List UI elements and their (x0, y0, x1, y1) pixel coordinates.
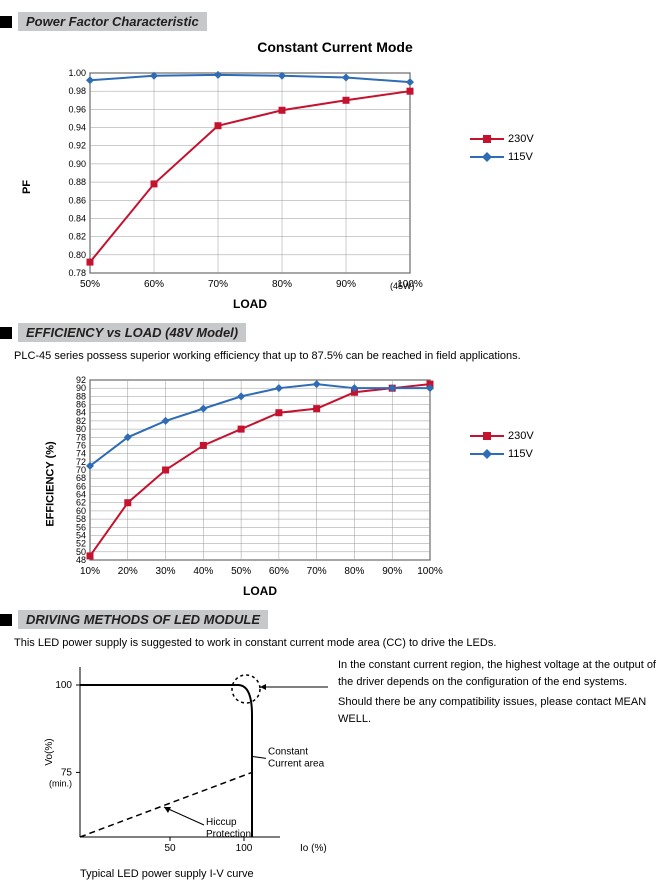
svg-text:0.82: 0.82 (68, 232, 86, 242)
svg-text:0.78: 0.78 (68, 268, 86, 278)
chart2-xlabel: LOAD (90, 584, 430, 598)
svg-text:0.96: 0.96 (68, 104, 86, 114)
chart1-xlabel: LOAD (90, 297, 410, 311)
svg-text:30%: 30% (156, 566, 176, 577)
svg-text:100: 100 (55, 680, 72, 691)
section-marker (0, 614, 12, 626)
svg-text:70%: 70% (208, 279, 228, 290)
svg-text:20%: 20% (118, 566, 138, 577)
chart1-wrap: PF 1.000.980.960.940.920.900.880.860.840… (50, 63, 450, 311)
chart3-svg: 10075(min.)50100Io (%)Vo(%)ConstantCurre… (40, 657, 330, 857)
section3-text1: In the constant current region, the high… (338, 657, 670, 690)
svg-text:Vo(%): Vo(%) (44, 738, 55, 765)
svg-text:60%: 60% (269, 566, 289, 577)
svg-text:50%: 50% (231, 566, 251, 577)
section2-header: EFFICIENCY vs LOAD (48V Model) (0, 323, 670, 342)
svg-text:70%: 70% (307, 566, 327, 577)
section1-header: Power Factor Characteristic (0, 12, 670, 31)
chart1-legend: 230V115V (470, 133, 534, 169)
chart2-ylabel: EFFICIENCY (%) (45, 441, 57, 526)
svg-text:0.98: 0.98 (68, 86, 86, 96)
chart1-title: Constant Current Mode (0, 39, 670, 55)
svg-text:0.94: 0.94 (68, 123, 86, 133)
iv-caption: Typical LED power supply I-V curve (80, 868, 670, 880)
section2-note: PLC-45 series possess superior working e… (14, 350, 670, 362)
section1-title: Power Factor Characteristic (18, 12, 207, 31)
svg-text:80%: 80% (344, 566, 364, 577)
svg-text:(min.): (min.) (49, 778, 72, 788)
chart2-wrap: EFFICIENCY (%) 9290888684828078767472706… (50, 370, 470, 598)
svg-text:Protection: Protection (206, 829, 251, 840)
section3-text2: Should there be any compatibility issues… (338, 694, 670, 727)
svg-text:0.80: 0.80 (68, 250, 86, 260)
svg-text:0.88: 0.88 (68, 177, 86, 187)
svg-text:1.00: 1.00 (68, 68, 86, 78)
svg-text:0.86: 0.86 (68, 195, 86, 205)
section-marker (0, 327, 12, 339)
section3-title: DRIVING METHODS OF LED MODULE (18, 610, 268, 629)
svg-text:80%: 80% (272, 279, 292, 290)
svg-text:Constant: Constant (268, 746, 308, 757)
section3-body: 10075(min.)50100Io (%)Vo(%)ConstantCurre… (0, 657, 670, 862)
section3-note: This LED power supply is suggested to wo… (14, 637, 670, 649)
chart1-ylabel: PF (21, 180, 33, 194)
svg-text:60%: 60% (144, 279, 164, 290)
section2-title: EFFICIENCY vs LOAD (48V Model) (18, 323, 246, 342)
svg-text:90%: 90% (336, 279, 356, 290)
section3-header: DRIVING METHODS OF LED MODULE (0, 610, 670, 629)
chart2-svg: 9290888684828078767472706866646260585654… (50, 370, 470, 580)
svg-text:10%: 10% (80, 566, 100, 577)
svg-text:50%: 50% (80, 279, 100, 290)
svg-text:0.90: 0.90 (68, 159, 86, 169)
svg-text:Current area: Current area (268, 758, 325, 769)
svg-text:75: 75 (61, 767, 73, 778)
svg-text:0.92: 0.92 (68, 141, 86, 151)
chart2-legend: 230V115V (470, 430, 534, 466)
svg-text:Hiccup: Hiccup (206, 817, 237, 828)
svg-text:40%: 40% (193, 566, 213, 577)
section3-right: In the constant current region, the high… (338, 657, 670, 727)
svg-text:100%: 100% (417, 566, 443, 577)
svg-text:90%: 90% (382, 566, 402, 577)
chart1-subnote: (45W) (390, 281, 415, 291)
svg-text:0.84: 0.84 (68, 213, 86, 223)
section-marker (0, 16, 12, 28)
chart1-svg: 1.00 0.98 0.96 0.94 0.92 0.90 0.88 0.86 0.84 0.82… (50, 63, 450, 293)
svg-text:48: 48 (76, 555, 86, 565)
